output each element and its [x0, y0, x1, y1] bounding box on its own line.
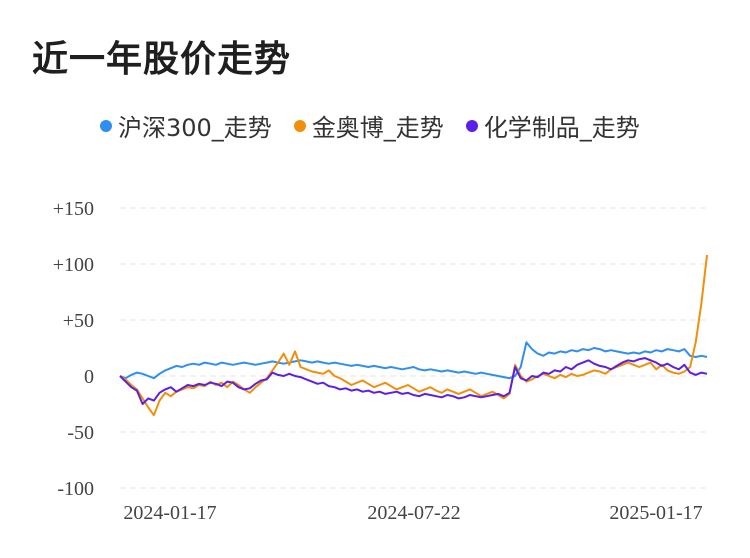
legend-label-chemicals: 化学制品_走势	[483, 114, 640, 142]
series-line-2	[119, 357, 708, 405]
x-tick-label: 2024-01-17	[123, 502, 216, 524]
chart-title: 近一年股价走势	[32, 39, 292, 80]
x-tick-label: 2025-01-17	[609, 502, 702, 524]
legend-item-chemicals[interactable]: 化学制品_走势	[465, 108, 640, 143]
legend-dot-hs300	[100, 119, 112, 132]
y-tick-label: +50	[63, 310, 94, 332]
y-tick-label: -50	[67, 422, 94, 444]
legend-dot-jinaobo	[293, 119, 306, 132]
legend-label-hs300: 沪深300_走势	[118, 114, 272, 142]
grid-lines	[120, 207, 707, 489]
x-axis-ticks: 2024-01-17 2024-07-22 2025-01-17	[123, 502, 702, 524]
legend-dot-chemicals	[465, 119, 478, 132]
legend: 沪深300_走势 金奥博_走势 化学制品_走势	[100, 108, 662, 143]
y-tick-label: -100	[57, 478, 94, 500]
legend-item-jinaobo[interactable]: 金奥博_走势	[293, 108, 444, 143]
legend-label-jinaobo: 金奥博_走势	[311, 114, 444, 142]
series-lines	[119, 254, 708, 417]
y-tick-label: +150	[53, 198, 94, 220]
series-line-1	[119, 254, 708, 417]
y-tick-label: +100	[53, 254, 94, 276]
x-tick-label: 2024-07-22	[367, 502, 460, 524]
y-axis-ticks: +150 +100 +50 0 -50 -100	[53, 198, 94, 500]
y-tick-label: 0	[84, 366, 94, 388]
legend-item-hs300[interactable]: 沪深300_走势	[100, 108, 272, 143]
series-line-0	[119, 341, 708, 380]
